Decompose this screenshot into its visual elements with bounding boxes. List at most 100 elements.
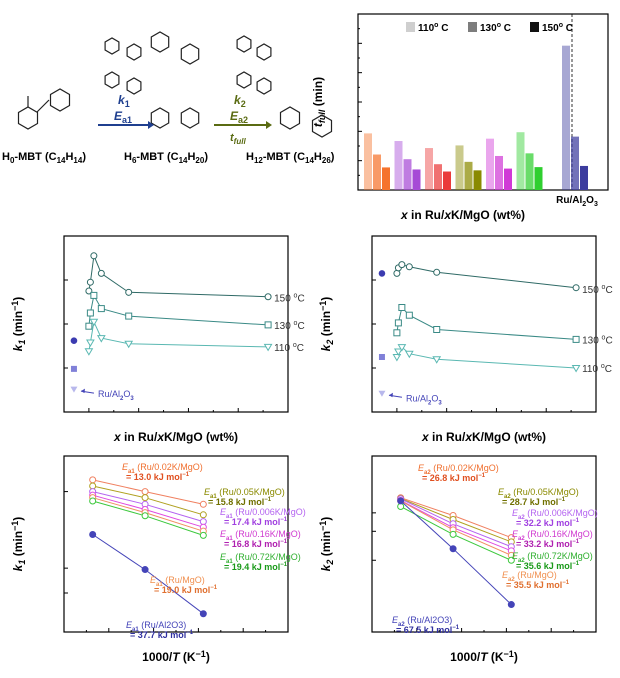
cyclohexane-ring-icon bbox=[150, 31, 170, 53]
bar-0.05-150 °C bbox=[473, 170, 482, 190]
compound-name: H6-MBT (C14H20) bbox=[124, 151, 208, 165]
series-label: 110 oC bbox=[582, 363, 612, 375]
activation-energy-value: = 17.4 kJ mol−1 bbox=[224, 517, 288, 527]
bar-0.16-110 °C bbox=[486, 138, 494, 190]
data-point bbox=[125, 288, 133, 296]
panel-c: k2 (min−1) x in Ru/xK/MgO (wt%) 150 oC 130 … bbox=[318, 235, 613, 444]
data-point bbox=[89, 531, 97, 539]
x-axis-title: x in Ru/xK/MgO (wt%) bbox=[113, 430, 238, 444]
activation-energy-value: = 35.6 kJ mol−1 bbox=[516, 561, 580, 571]
data-point bbox=[507, 601, 515, 609]
data-point bbox=[96, 335, 106, 343]
data-point bbox=[394, 348, 403, 356]
y-axis-label: k1 (min−1) bbox=[10, 517, 27, 572]
data-point bbox=[89, 476, 97, 484]
bar-0.02-130 °C bbox=[434, 164, 442, 190]
arrow-head-icon bbox=[266, 121, 272, 129]
activation-energy-label: Ea2 (Ru/MgO) bbox=[502, 570, 557, 583]
bar-0.02-150 °C bbox=[443, 171, 451, 190]
data-point bbox=[397, 344, 407, 352]
data-point bbox=[449, 545, 457, 553]
x-axis-title: 1000/T (K−1) bbox=[450, 649, 518, 664]
activation-energy-label: Ea1 (Ru/0.16K/MgO) bbox=[220, 529, 301, 542]
y-axis-label: k2 (min−1) bbox=[318, 517, 335, 572]
data-point bbox=[264, 321, 272, 329]
bar-0.00-150 °C bbox=[382, 167, 390, 190]
cyclohexane-ring-icon bbox=[279, 106, 301, 130]
plot-frame bbox=[371, 235, 597, 413]
arrow-head-icon bbox=[388, 392, 393, 398]
activation-energy-label: Ea2 (Ru/0.02K/MgO) bbox=[418, 463, 499, 476]
data-point bbox=[199, 511, 207, 519]
data-point bbox=[141, 566, 149, 574]
data-point bbox=[90, 252, 98, 260]
activation-energy-value: = 32.2 kJ mol−1 bbox=[516, 518, 580, 528]
y-axis-title: k1 (min−1) bbox=[10, 297, 27, 352]
legend-swatch bbox=[468, 22, 477, 32]
series-line-150 °C bbox=[88, 253, 269, 298]
compound-name: H0-MBT (C14H14) bbox=[2, 151, 86, 165]
activation-energy-value: = 67.5 kJ mol−1 bbox=[396, 625, 460, 635]
bar-Ru/Al2O3-150 °C bbox=[580, 165, 588, 190]
benzene-ring-icon bbox=[17, 106, 39, 130]
bond-icon bbox=[27, 96, 50, 113]
legend: 110o C 130o C 150o C bbox=[406, 22, 573, 34]
panel-e: k2 (min−1) 1000/T (K−1) Ea2 (Ru/0.02K/MgO)… bbox=[318, 455, 598, 664]
data-point bbox=[394, 319, 402, 327]
bar-0.02-110 °C bbox=[425, 148, 433, 190]
reference-point bbox=[378, 390, 386, 397]
activation-energy-label: Ea1 (Ru/0.02K/MgO) bbox=[122, 462, 203, 475]
data-point bbox=[433, 268, 441, 276]
data-point bbox=[141, 488, 149, 496]
data-point bbox=[393, 329, 401, 337]
data-point bbox=[97, 305, 105, 313]
x-axis-title: 1000/T (K−1) bbox=[142, 649, 210, 664]
benzene-ring-icon bbox=[126, 77, 142, 95]
data-point bbox=[449, 530, 457, 538]
series-line-150 °C bbox=[396, 264, 577, 289]
panel-d: k1 (min−1) 1000/T (K−1) Ea1 (Ru/0.02K/MgO)… bbox=[10, 455, 306, 664]
data-point bbox=[199, 500, 207, 508]
cyclohexane-ring-icon bbox=[104, 71, 120, 89]
reference-label: Ru/Al2O3 bbox=[98, 389, 134, 402]
arrow-head-icon bbox=[148, 121, 154, 129]
benzene-ring-icon bbox=[104, 37, 120, 55]
data-point bbox=[90, 291, 98, 299]
activation-energy-label: Ea1 (Ru/MgO) bbox=[150, 575, 205, 588]
activation-energy-value: = 15.8 kJ mol−1 bbox=[208, 497, 272, 507]
bar-0.006-110 °C bbox=[394, 141, 403, 190]
data-point bbox=[404, 350, 414, 359]
data-point bbox=[86, 309, 94, 317]
benzene-ring-icon bbox=[126, 43, 142, 61]
bar-0.006-130 °C bbox=[403, 159, 412, 190]
y-axis-label: k1 (min−1) bbox=[10, 297, 27, 352]
activation-energy-value: = 37.7 kJ mol−1 bbox=[130, 630, 194, 640]
series-label: 150 oC bbox=[582, 284, 613, 296]
data-point bbox=[86, 278, 94, 286]
legend-swatch bbox=[406, 22, 415, 32]
reference-label: Ru/Al2O3 bbox=[406, 393, 442, 406]
activation-energy-value: = 33.2 kJ mol−1 bbox=[516, 539, 580, 549]
benzene-ring-icon bbox=[180, 43, 200, 65]
cyclohexane-ring-icon bbox=[311, 114, 333, 138]
activation-energy-value: = 26.8 kJ mol−1 bbox=[422, 473, 486, 483]
k1-label: k1 bbox=[118, 93, 130, 109]
bar-0.16-150 °C bbox=[504, 168, 512, 190]
series-line-130 °C bbox=[88, 293, 269, 327]
bar-0.72-150 °C bbox=[534, 167, 543, 190]
x-tick-label: Ru/Al2O3 bbox=[556, 195, 598, 208]
activation-energy-value: = 19.0 kJ mol−1 bbox=[154, 585, 218, 595]
reference-point bbox=[70, 365, 77, 372]
reference-point bbox=[378, 354, 385, 360]
activation-energy-value: = 28.7 kJ mol−1 bbox=[502, 497, 566, 507]
x-axis-title: x in Ru/xK/MgO (wt%) bbox=[421, 430, 546, 444]
legend-entry: 130o C bbox=[480, 22, 511, 34]
bar-0.16-130 °C bbox=[495, 155, 503, 190]
bar-0.05-110 °C bbox=[455, 145, 464, 190]
series-label: 130 oC bbox=[274, 320, 305, 332]
bar-0.05-130 °C bbox=[464, 161, 473, 190]
bar-0.72-130 °C bbox=[525, 153, 534, 190]
y-axis-title: k1 (min−1) bbox=[10, 517, 27, 572]
data-point bbox=[397, 503, 405, 511]
y-axis-label: tfull (min) bbox=[311, 77, 327, 127]
